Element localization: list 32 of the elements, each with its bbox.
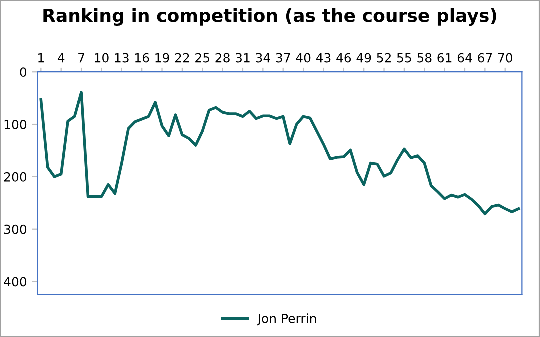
x-tick-label: 70 — [498, 53, 512, 63]
legend-label: Jon Perrin — [257, 314, 316, 326]
x-tick-label: 22 — [175, 53, 190, 63]
x-tick-label: 58 — [418, 53, 432, 63]
x-tick-label: 25 — [196, 53, 210, 63]
y-tick-label: 0 — [20, 68, 27, 78]
x-tick-label: 46 — [336, 53, 352, 63]
x-tick-label: 19 — [156, 53, 170, 63]
x-tick-label: 31 — [236, 53, 250, 63]
x-tick-label: 28 — [216, 53, 230, 63]
x-tick-label: 43 — [316, 53, 331, 63]
x-tick-label: 10 — [95, 53, 109, 63]
x-tick-label: 4 — [58, 53, 65, 63]
x-tick-label: 34 — [256, 53, 270, 63]
x-tick-label: 13 — [115, 53, 129, 63]
y-tick-label: 400 — [4, 277, 27, 287]
x-tick-label: 52 — [377, 53, 391, 63]
y-tick-label: 300 — [4, 224, 27, 234]
x-tick-label: 64 — [458, 53, 472, 63]
x-tick-label: 37 — [276, 53, 290, 63]
line-series — [40, 91, 520, 216]
x-tick-label: 55 — [397, 53, 412, 63]
x-tick-label: 61 — [438, 53, 452, 63]
x-tick-label: 16 — [135, 53, 150, 63]
x-tick-label: 49 — [356, 53, 372, 63]
x-tick-label: 7 — [78, 53, 84, 63]
chart-title: Ranking in competition (as the course plays) — [44, 8, 496, 26]
x-tick-label: 40 — [296, 53, 311, 63]
y-tick-label: 100 — [4, 120, 27, 130]
y-tick-label: 200 — [4, 172, 27, 182]
x-tick-label: 67 — [478, 53, 492, 63]
x-tick-label: 1 — [38, 53, 44, 63]
